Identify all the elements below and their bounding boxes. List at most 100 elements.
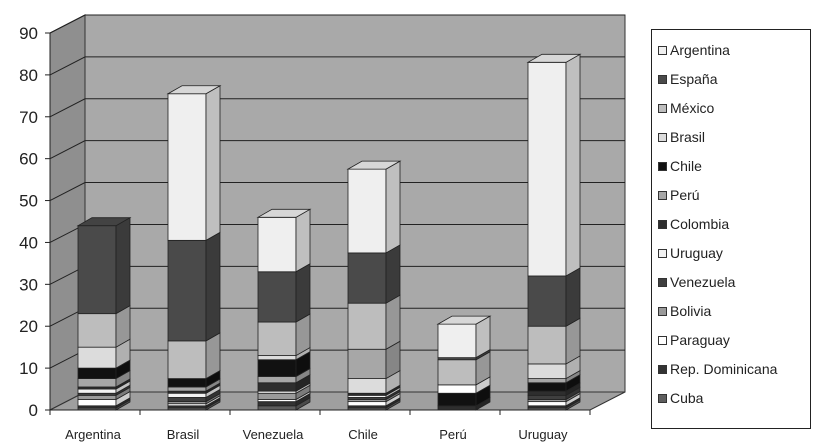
y-tick-label: 80 (19, 66, 38, 85)
bar-segment (527, 325, 567, 365)
bar-segment (167, 239, 207, 342)
legend-item: Venezuela (658, 274, 735, 290)
legend-swatch (658, 335, 667, 345)
bar-top (526, 53, 582, 63)
bar-top (256, 208, 312, 218)
bar-segment (437, 359, 477, 386)
x-category-label: Chile (348, 427, 378, 442)
bar-top (436, 315, 492, 325)
legend-item: Bolivia (658, 303, 711, 319)
x-axis-categories: Argentina Brasil Venezuela Chile Perú Uruguay (49, 409, 591, 442)
legend-item: Brasil (658, 129, 705, 145)
bar-segment-side (295, 263, 311, 323)
bar-segment (347, 252, 387, 304)
x-category-label: Argentina (65, 427, 121, 442)
y-tick-label: 10 (19, 359, 38, 378)
y-tick-label: 70 (19, 108, 38, 127)
bar-segment (167, 340, 207, 379)
legend-swatch (658, 219, 667, 229)
legend-swatch (658, 364, 667, 374)
bar-segment (437, 405, 477, 411)
bar-segment (167, 93, 207, 241)
bar-segment (527, 382, 567, 392)
bar-segment-side (385, 160, 401, 254)
chart-legend: Argentina España México Brasil Chile Perú Colo… (651, 29, 811, 429)
legend-item: Rep. Dominicana (658, 361, 777, 377)
bar-segment (347, 168, 387, 254)
y-tick-label: 90 (19, 24, 38, 43)
bar-segment (257, 376, 297, 384)
bar-segment (77, 346, 117, 369)
bar-segment-side (565, 53, 581, 277)
bar-segment (437, 392, 477, 407)
bar-stack-Perú (436, 315, 492, 411)
legend-item: Chile (658, 158, 702, 174)
legend-swatch (658, 277, 667, 287)
legend-label: Chile (670, 158, 702, 174)
legend-label: Colombia (670, 216, 730, 232)
bar-segment (77, 388, 117, 394)
bar-segment (167, 397, 207, 403)
bar-segment (257, 271, 297, 323)
bar-segment-side (295, 208, 311, 273)
bar-segment (77, 378, 117, 388)
bar-segment (77, 367, 117, 379)
bar-segment (257, 321, 297, 356)
legend-label: Venezuela (670, 274, 736, 290)
bar-segment (347, 378, 387, 394)
bar-segment-side (205, 231, 221, 342)
legend-item: Paraguay (658, 332, 730, 348)
legend-item: Argentina (658, 42, 730, 58)
bar-segment (167, 392, 207, 398)
x-category-label: Perú (439, 427, 466, 442)
bar-stack-Uruguay (526, 53, 582, 411)
bar-segment-side (565, 267, 581, 327)
bar-top (346, 160, 402, 170)
legend-swatch (658, 190, 667, 200)
legend-label: España (670, 71, 718, 87)
bar-stack-Venezuela (256, 208, 312, 411)
bar-segment (257, 392, 297, 400)
bar-segment (527, 401, 567, 407)
bar-segment (347, 401, 387, 407)
bar-stack-Brasil (166, 85, 222, 411)
legend-label: Perú (670, 187, 700, 203)
gridline (49, 98, 625, 118)
legend-label: Paraguay (670, 332, 730, 348)
legend-label: México (670, 100, 715, 116)
legend-swatch (658, 306, 667, 316)
y-tick-label: 60 (19, 150, 38, 169)
bar-stacks (76, 53, 582, 411)
legend-swatch (658, 74, 667, 84)
y-tick-label: 30 (19, 275, 38, 294)
y-tick-label: 20 (19, 317, 38, 336)
bar-segment (77, 394, 117, 400)
legend-label: Rep. Dominicana (670, 361, 778, 377)
bar-segment (437, 384, 477, 394)
gridline (49, 140, 625, 160)
bar-segment (257, 382, 297, 392)
bar-segment (257, 359, 297, 377)
y-axis-ticks: 0 10 20 30 40 50 60 70 80 90 (19, 24, 51, 420)
bar-segment (527, 390, 567, 396)
bar-top (166, 85, 222, 95)
x-category-label: Venezuela (243, 427, 304, 442)
bar-segment (527, 275, 567, 327)
y-tick-label: 0 (29, 401, 38, 420)
legend-swatch (658, 393, 667, 403)
legend-item: España (658, 71, 717, 87)
y-tick-label: 40 (19, 233, 38, 252)
bar-segment (77, 399, 117, 407)
bar-segment (257, 405, 297, 411)
legend-item: Cuba (658, 390, 703, 406)
bar-segment (437, 323, 477, 359)
bar-segment (527, 394, 567, 400)
legend-swatch (658, 161, 667, 171)
bar-segment (167, 378, 207, 388)
bar-top (76, 217, 132, 227)
bar-segment (257, 401, 297, 407)
bar-segment (167, 386, 207, 392)
legend-label: Cuba (670, 390, 704, 406)
bar-segment (527, 363, 567, 379)
